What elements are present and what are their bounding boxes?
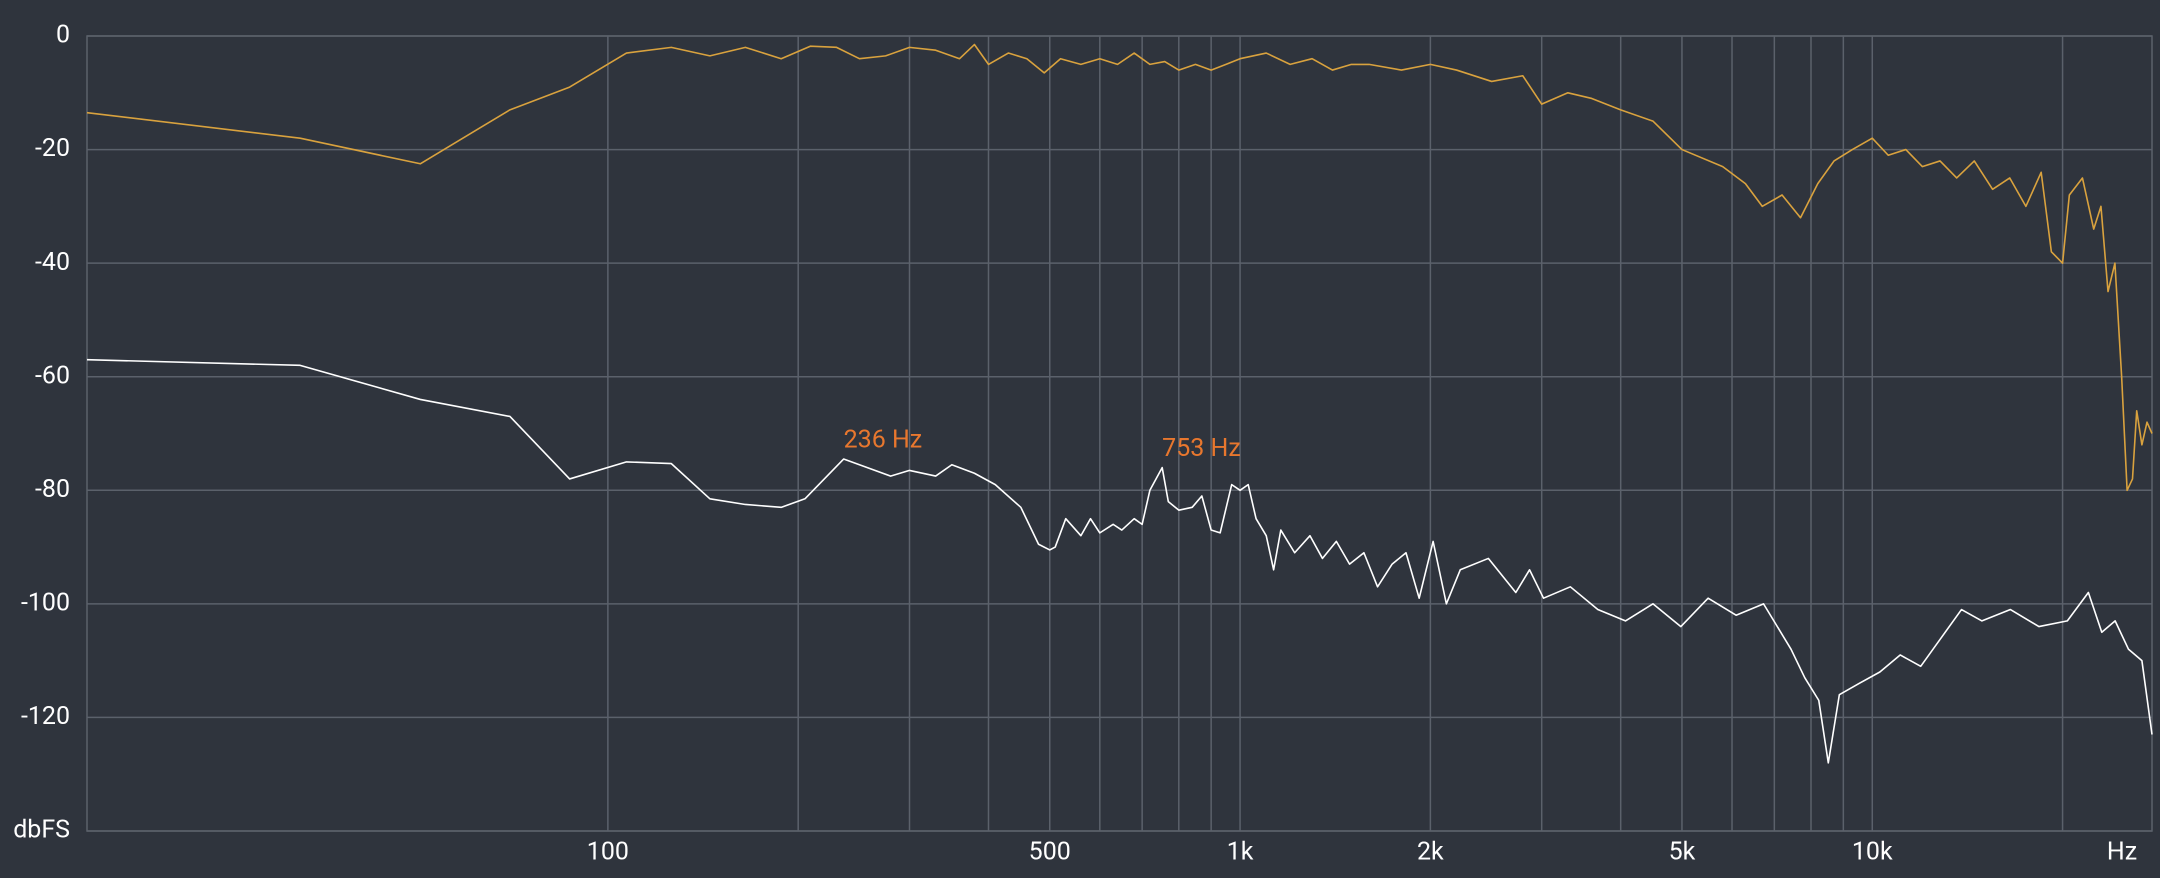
x-tick-label: 1k bbox=[1227, 838, 1254, 867]
x-tick-label: 500 bbox=[1029, 838, 1071, 867]
y-tick-label: 0 bbox=[56, 21, 70, 50]
x-axis-label: Hz bbox=[2107, 838, 2137, 867]
series-line bbox=[86, 358, 2153, 764]
x-tick-label: 2k bbox=[1417, 838, 1444, 867]
y-tick-label: -20 bbox=[35, 134, 70, 163]
x-tick-label: 10k bbox=[1852, 838, 1893, 867]
x-tick-label: 5k bbox=[1669, 838, 1696, 867]
peak-annotation: 236 Hz bbox=[844, 426, 923, 455]
series-line bbox=[86, 43, 2153, 492]
y-tick-label: -60 bbox=[35, 361, 70, 390]
y-tick-label: dbFS bbox=[13, 816, 70, 845]
peak-annotation: 753 Hz bbox=[1162, 434, 1241, 463]
y-tick-label: -80 bbox=[35, 475, 70, 504]
x-tick-label: 100 bbox=[587, 838, 629, 867]
y-tick-label: -40 bbox=[35, 248, 70, 277]
y-tick-label: -100 bbox=[21, 588, 70, 617]
y-tick-label: -120 bbox=[21, 702, 70, 731]
